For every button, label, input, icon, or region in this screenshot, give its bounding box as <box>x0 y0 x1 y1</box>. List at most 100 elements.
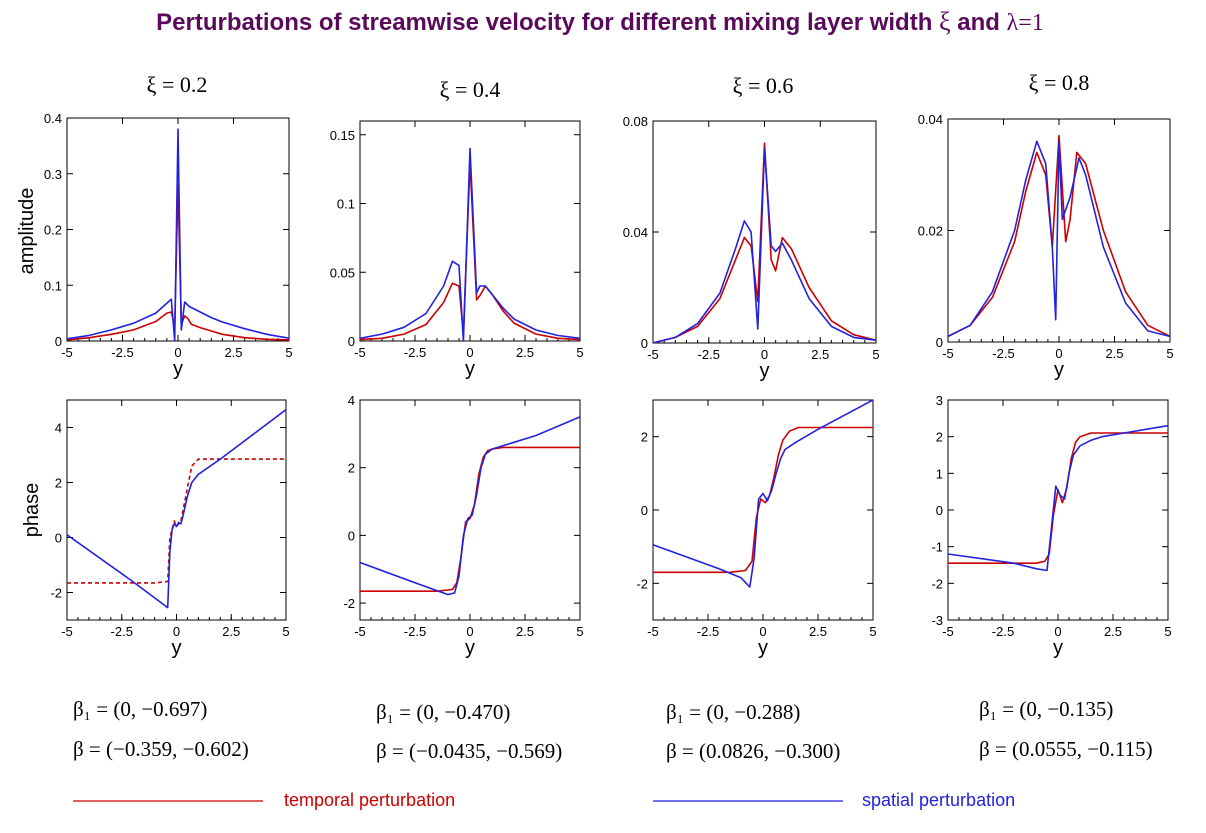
x-axis-label: y <box>172 637 182 659</box>
x-tick-label: 2.5 <box>516 624 534 639</box>
x-axis-label: y <box>760 360 770 382</box>
y-tick-label: 0.4 <box>44 111 62 126</box>
series-line-spatial <box>360 147 580 341</box>
x-tick-label: 2.5 <box>811 347 829 362</box>
x-tick-label: -5 <box>354 624 366 639</box>
y-tick-label: 0.05 <box>330 265 355 280</box>
legend-spatial-label: spatial perturbation <box>862 790 1015 810</box>
x-axis-label: y <box>758 637 768 659</box>
x-tick-label: 5 <box>282 624 289 639</box>
series-line-temporal <box>948 432 1168 565</box>
panel-phase-0: -5 -2.5 0 2.5 5 -2 0 2 4 y <box>50 399 290 659</box>
y-tick-label: 0 <box>348 334 355 349</box>
y-tick-label: -1 <box>931 540 943 555</box>
panels: -5 -2.5 0 2.5 5 0 0.1 0.2 0.3 0.4 y -5 -2.5 0 2.5 5 0 0.0… <box>44 111 1174 659</box>
beta-3: β = (0.0555, −0.115) <box>979 737 1153 761</box>
x-tick-label: 2.5 <box>1104 624 1122 639</box>
y-tick-label: 0 <box>641 336 648 351</box>
y-tick-label: -3 <box>931 613 943 628</box>
x-tick-label: 0 <box>1054 624 1061 639</box>
x-tick-label: -5 <box>354 345 366 360</box>
beta-0: β = (−0.359, −0.602) <box>73 737 249 761</box>
y-tick-label: 2 <box>936 430 943 445</box>
series-line-spatial <box>653 147 876 343</box>
ylabel-phase: phase <box>21 483 43 538</box>
beta-1: β = (−0.0435, −0.569) <box>376 739 562 763</box>
y-tick-label: -2 <box>931 576 943 591</box>
x-tick-label: -5 <box>942 346 954 361</box>
y-tick-label: -2 <box>636 576 648 591</box>
y-tick-label: 0 <box>936 335 943 350</box>
x-tick-label: -2.5 <box>111 624 133 639</box>
y-tick-label: 1 <box>936 466 943 481</box>
x-tick-label: -2.5 <box>697 624 719 639</box>
x-tick-label: -2.5 <box>111 345 133 360</box>
title-xi: ξ <box>939 7 951 36</box>
y-tick-label: 0 <box>936 503 943 518</box>
x-tick-label: -5 <box>61 345 73 360</box>
title-and: and <box>951 9 1007 36</box>
beta-2: β = (0.0826, −0.300) <box>666 739 840 763</box>
y-tick-label: 2 <box>641 430 648 445</box>
x-tick-label: 0 <box>759 624 766 639</box>
series-line-temporal <box>653 426 873 574</box>
series-line-spatial <box>67 128 289 341</box>
x-tick-label: 0 <box>1055 346 1062 361</box>
xi-label-2: ξ = 0.6 <box>733 73 794 98</box>
x-tick-label: -5 <box>942 624 954 639</box>
series-line-spatial <box>67 408 286 609</box>
panel-amplitude-0: -5 -2.5 0 2.5 5 0 0.1 0.2 0.3 0.4 y <box>44 111 293 380</box>
panel-amplitude-2: -5 -2.5 0 2.5 5 0 0.04 0.08 y <box>623 114 880 382</box>
y-tick-label: 2 <box>55 476 62 491</box>
x-axis-label: y <box>1054 359 1064 381</box>
x-tick-label: -2.5 <box>698 347 720 362</box>
xi-label-3: ξ = 0.8 <box>1029 70 1090 95</box>
series-line-spatial <box>948 424 1168 572</box>
x-tick-label: -2.5 <box>404 345 426 360</box>
x-tick-label: 2.5 <box>516 345 534 360</box>
xi-label-0: ξ = 0.2 <box>147 72 208 97</box>
beta1-1: β₁ = (0, −0.470) <box>376 700 510 724</box>
x-tick-label: -5 <box>61 624 73 639</box>
plot-frame <box>652 399 874 621</box>
figure-title: Perturbations of streamwise velocity for… <box>156 7 1044 36</box>
x-tick-label: -5 <box>647 624 659 639</box>
x-tick-label: 0 <box>174 345 181 360</box>
series-line-temporal <box>360 446 580 593</box>
x-tick-label: -5 <box>647 347 659 362</box>
panel-amplitude-1: -5 -2.5 0 2.5 5 0 0.05 0.1 0.15 y <box>330 120 584 380</box>
x-tick-label: 2.5 <box>1105 346 1123 361</box>
y-tick-label: 3 <box>936 393 943 408</box>
y-tick-label: 0.04 <box>918 112 943 127</box>
y-tick-label: 0.15 <box>330 128 355 143</box>
y-tick-label: -2 <box>50 586 62 601</box>
x-axis-label: y <box>465 637 475 659</box>
x-tick-label: 2.5 <box>224 345 242 360</box>
x-tick-label: 2.5 <box>809 624 827 639</box>
x-tick-label: 5 <box>576 345 583 360</box>
series-line-temporal <box>948 134 1170 338</box>
x-tick-label: 5 <box>1166 346 1173 361</box>
x-tick-label: -2.5 <box>404 624 426 639</box>
title-main: Perturbations of streamwise velocity for… <box>156 9 939 36</box>
x-axis-label: y <box>465 358 475 380</box>
y-tick-label: 0 <box>55 531 62 546</box>
x-tick-label: 0 <box>466 345 473 360</box>
xi-label-1: ξ = 0.4 <box>440 77 501 102</box>
y-tick-label: 4 <box>55 421 62 436</box>
x-tick-label: 5 <box>285 345 292 360</box>
ylabel-amplitude: amplitude <box>16 188 38 275</box>
x-tick-label: 0 <box>466 624 473 639</box>
y-tick-label: -2 <box>343 596 355 611</box>
series-line-temporal <box>653 142 876 343</box>
series-line-temporal <box>67 184 289 341</box>
panel-phase-1: -5 -2.5 0 2.5 5 -2 0 2 4 y <box>343 393 583 659</box>
series-line-spatial <box>360 416 580 596</box>
x-tick-label: 5 <box>872 347 879 362</box>
x-tick-label: 2.5 <box>222 624 240 639</box>
beta1-0: β₁ = (0, −0.697) <box>73 697 207 721</box>
series-line-spatial <box>653 400 873 588</box>
x-tick-label: -2.5 <box>992 346 1014 361</box>
x-tick-label: 5 <box>1164 624 1171 639</box>
